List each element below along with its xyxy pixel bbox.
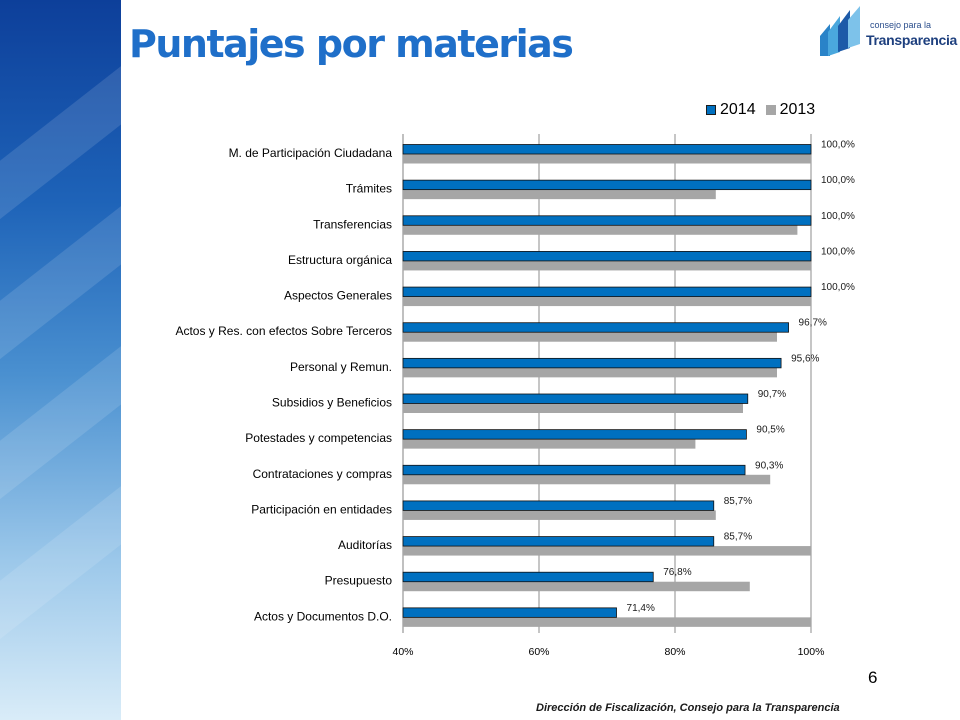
- data-label-2014: 90,3%: [755, 460, 783, 471]
- data-label-2014: 90,7%: [758, 389, 786, 400]
- bar-2014: [402, 571, 654, 583]
- bar-2014: [402, 429, 747, 440]
- x-tick-label: 80%: [664, 646, 685, 658]
- legend-label-2013: 2013: [779, 101, 816, 118]
- bar-2014: [402, 357, 782, 369]
- footer-text: Dirección de Fiscalización, Consejo para…: [536, 702, 840, 714]
- bar-2013: [403, 474, 771, 485]
- category-label: Subsidios y Beneficios: [272, 396, 392, 410]
- category-label: Actos y Res. con efectos Sobre Terceros: [175, 324, 392, 338]
- category-label: Auditorías: [338, 538, 392, 552]
- bar-2013: [403, 367, 777, 378]
- bar-2014: [402, 215, 812, 226]
- bar-2013: [403, 260, 811, 271]
- bar-2014: [402, 500, 715, 511]
- side-decoration-band: [0, 0, 121, 720]
- bar-2013: [403, 617, 811, 627]
- x-tick-label: 60%: [528, 646, 549, 658]
- bar-2013: [403, 332, 777, 342]
- legend-swatch-2013: [765, 105, 776, 115]
- x-tick-label: 40%: [392, 646, 413, 658]
- data-label-2014: 90,5%: [756, 425, 784, 436]
- logo-big-text: Transparencia: [866, 32, 958, 48]
- data-label-2014: 96,7%: [799, 318, 827, 329]
- data-label-2014: 71,4%: [627, 603, 655, 614]
- bar-2013: [403, 296, 811, 307]
- category-label: Transferencias: [313, 217, 392, 231]
- x-tick-label: 100%: [798, 646, 825, 658]
- data-label-2014: 100,0%: [821, 175, 855, 186]
- consejo-logo: consejo para la Transparencia: [818, 6, 958, 58]
- bar-2013: [403, 546, 811, 556]
- category-label: Aspectos Generales: [284, 289, 392, 303]
- data-label-2014: 100,0%: [821, 211, 855, 222]
- bar-2014: [402, 607, 617, 618]
- legend-swatch-2014: [706, 105, 716, 115]
- bar-2014: [402, 144, 812, 155]
- page-title: Puntajes por materias: [129, 22, 574, 66]
- category-label: Potestades y competencias: [245, 431, 392, 445]
- logo-mark-icon: [820, 6, 860, 56]
- category-label: Actos y Documentos D.O.: [254, 609, 392, 623]
- legend-item-2014: 2014: [706, 101, 756, 119]
- bar-2014: [402, 536, 715, 547]
- bar-2013: [403, 403, 743, 413]
- category-label: Presupuesto: [325, 574, 393, 588]
- bar-2014: [402, 322, 789, 333]
- data-label-2014: 76,8%: [663, 567, 691, 578]
- category-label: Trámites: [346, 182, 392, 196]
- data-label-2014: 95,6%: [791, 353, 819, 364]
- category-label: Estructura orgánica: [288, 253, 392, 267]
- legend-item-2013: 2013: [765, 101, 816, 119]
- bar-2013: [403, 439, 696, 449]
- bar-2013: [403, 581, 750, 592]
- data-label-2014: 85,7%: [724, 532, 752, 543]
- bar-2014: [402, 286, 812, 297]
- bar-2013: [403, 510, 716, 520]
- bar-2014: [402, 393, 749, 404]
- logo-small-text: consejo para la: [870, 20, 932, 30]
- bar-2013: [403, 225, 798, 235]
- category-label: Personal y Remun.: [290, 360, 392, 374]
- bar-2014: [402, 179, 812, 191]
- legend-label-2014: 2014: [720, 101, 756, 118]
- data-label-2014: 100,0%: [821, 282, 855, 293]
- bar-2013: [403, 154, 811, 164]
- category-label: Contrataciones y compras: [253, 467, 392, 481]
- bar-2014: [402, 251, 812, 262]
- page-number: 6: [868, 668, 878, 687]
- bar-2013: [403, 189, 716, 200]
- data-label-2014: 85,7%: [724, 496, 752, 507]
- category-label: Participación en entidades: [251, 502, 392, 516]
- data-label-2014: 100,0%: [821, 140, 855, 151]
- data-label-2014: 100,0%: [821, 246, 855, 257]
- chart-legend: 2014 2013: [706, 101, 825, 119]
- bar-2014: [402, 464, 746, 476]
- category-label: M. de Participación Ciudadana: [229, 146, 393, 160]
